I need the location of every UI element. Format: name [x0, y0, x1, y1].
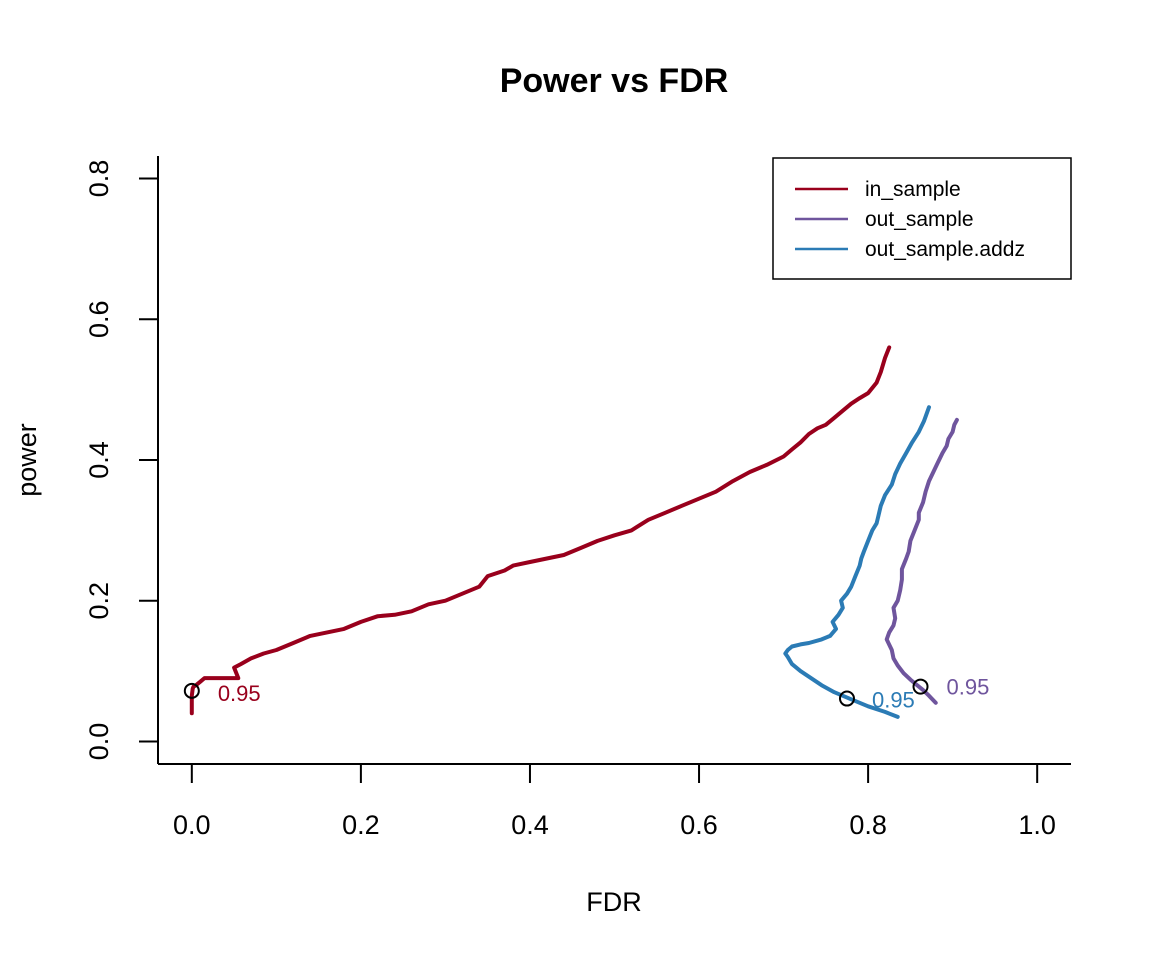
legend-entry: out_sample: [865, 208, 974, 231]
y-ticks: 0.0 0.2 0.4 0.6 0.8: [84, 160, 158, 761]
y-tick-label: 0.6: [84, 300, 114, 338]
x-axis-label: FDR: [586, 887, 642, 917]
series-line-in-sample: [189, 345, 892, 716]
y-tick-label: 0.2: [84, 582, 114, 620]
x-ticks: 0.0 0.2 0.4 0.6 0.8 1.0: [173, 764, 1056, 840]
legend-entry: out_sample.addz: [865, 238, 1025, 261]
series-line-out-sample-addz: [783, 405, 931, 719]
threshold-label: 0.95: [872, 688, 915, 713]
x-tick-label: 0.4: [511, 810, 549, 840]
x-tick-label: 1.0: [1018, 810, 1056, 840]
x-tick-label: 0.6: [680, 810, 718, 840]
threshold-marker: [838, 690, 855, 707]
legend-entry: in_sample: [865, 178, 961, 201]
series-line-out-sample: [884, 417, 959, 705]
threshold-label: 0.95: [218, 681, 261, 706]
x-tick-label: 0.0: [173, 810, 211, 840]
legend-items: in_sample out_sample out_sample.addz: [795, 178, 1025, 261]
threshold-label: 0.95: [947, 675, 990, 700]
y-tick-label: 0.4: [84, 441, 114, 479]
y-tick-label: 0.0: [84, 723, 114, 761]
chart-title: Power vs FDR: [500, 62, 729, 100]
marker-layer: 0.95 0.95 0.95: [183, 675, 990, 713]
legend: in_sample out_sample out_sample.addz: [772, 157, 1072, 280]
threshold-marker: [912, 678, 929, 695]
y-axis-label: power: [12, 423, 42, 497]
threshold-marker: [183, 682, 200, 699]
x-tick-label: 0.8: [849, 810, 887, 840]
series-layer: [189, 345, 959, 719]
x-tick-label: 0.2: [342, 810, 380, 840]
y-tick-label: 0.8: [84, 160, 114, 198]
